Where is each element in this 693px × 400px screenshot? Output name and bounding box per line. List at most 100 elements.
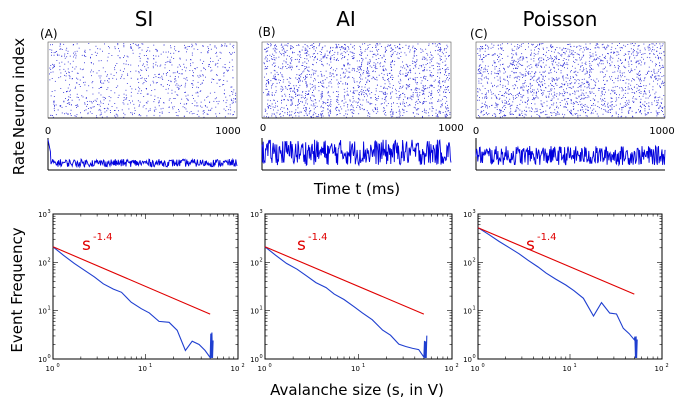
spike: [385, 49, 387, 51]
spike: [343, 102, 345, 104]
spike: [287, 64, 289, 65]
spike: [170, 80, 172, 82]
spike: [311, 84, 313, 85]
spike: [111, 55, 113, 56]
spike: [439, 68, 441, 70]
spike: [330, 68, 332, 69]
spike: [628, 70, 629, 72]
spike: [477, 91, 479, 93]
spike: [618, 57, 620, 59]
spike: [52, 71, 54, 73]
spike: [402, 103, 404, 105]
spike: [337, 96, 339, 98]
spike: [656, 112, 658, 114]
spike: [389, 45, 391, 46]
spike: [326, 102, 328, 103]
spike: [369, 75, 371, 77]
spike: [659, 65, 660, 66]
spike: [329, 104, 330, 106]
spike: [521, 64, 522, 66]
spike: [359, 54, 361, 56]
spike: [53, 52, 55, 54]
spike: [214, 64, 216, 66]
spike: [546, 116, 548, 118]
spike: [150, 94, 152, 96]
spike: [437, 53, 439, 55]
spike: [565, 91, 567, 93]
spike: [509, 93, 511, 94]
spike: [111, 106, 113, 107]
spike: [598, 65, 600, 67]
spike: [53, 65, 55, 67]
x-tick-label: 10: [231, 365, 240, 373]
spike: [630, 107, 631, 108]
spike: [493, 44, 495, 46]
spike: [186, 51, 187, 53]
spike: [338, 103, 340, 105]
spike: [357, 66, 359, 68]
spike: [582, 109, 584, 111]
spike: [399, 115, 401, 117]
spike: [628, 53, 630, 55]
spike: [306, 49, 308, 51]
spike: [274, 47, 276, 49]
spike: [376, 68, 378, 69]
spike: [382, 69, 384, 71]
spike: [209, 110, 211, 111]
spike: [286, 58, 287, 60]
spike: [599, 56, 601, 57]
spike: [659, 48, 661, 49]
spike: [391, 61, 393, 63]
spike: [319, 82, 321, 83]
spike: [640, 93, 642, 94]
spike: [341, 100, 343, 102]
spike: [653, 53, 654, 55]
spike: [270, 80, 272, 82]
spike: [492, 46, 494, 48]
spike: [63, 101, 65, 103]
spike: [486, 69, 488, 71]
spike: [614, 86, 616, 88]
spike: [515, 95, 517, 97]
spike: [275, 92, 277, 93]
spike: [628, 63, 630, 65]
spike: [64, 74, 65, 76]
spike: [375, 66, 377, 68]
spike: [185, 70, 187, 72]
spike: [169, 70, 170, 71]
spike: [273, 113, 275, 115]
spike: [343, 95, 345, 97]
spike: [440, 86, 442, 88]
spike: [89, 100, 91, 102]
spike: [407, 105, 409, 107]
spike: [589, 91, 591, 92]
spike: [302, 91, 303, 93]
spike: [409, 49, 411, 51]
spike: [330, 109, 331, 111]
spike: [636, 52, 638, 54]
spike: [604, 48, 606, 50]
spike: [538, 48, 540, 50]
spike: [399, 47, 401, 49]
spike: [534, 47, 536, 48]
spike: [369, 103, 371, 105]
spike: [644, 78, 646, 80]
spike: [310, 74, 312, 76]
spike: [576, 59, 578, 61]
spike: [551, 84, 552, 86]
spike: [76, 82, 77, 84]
spike: [540, 89, 542, 91]
spike: [335, 70, 336, 72]
spike: [304, 79, 306, 81]
spike: [323, 86, 325, 88]
spike: [310, 45, 312, 46]
spike: [429, 56, 431, 58]
spike: [294, 112, 296, 114]
spike: [583, 97, 585, 99]
spike: [52, 115, 53, 116]
spike: [313, 111, 315, 113]
spike: [638, 72, 640, 74]
spike: [551, 104, 553, 106]
spike: [144, 66, 146, 68]
spike: [614, 90, 616, 92]
